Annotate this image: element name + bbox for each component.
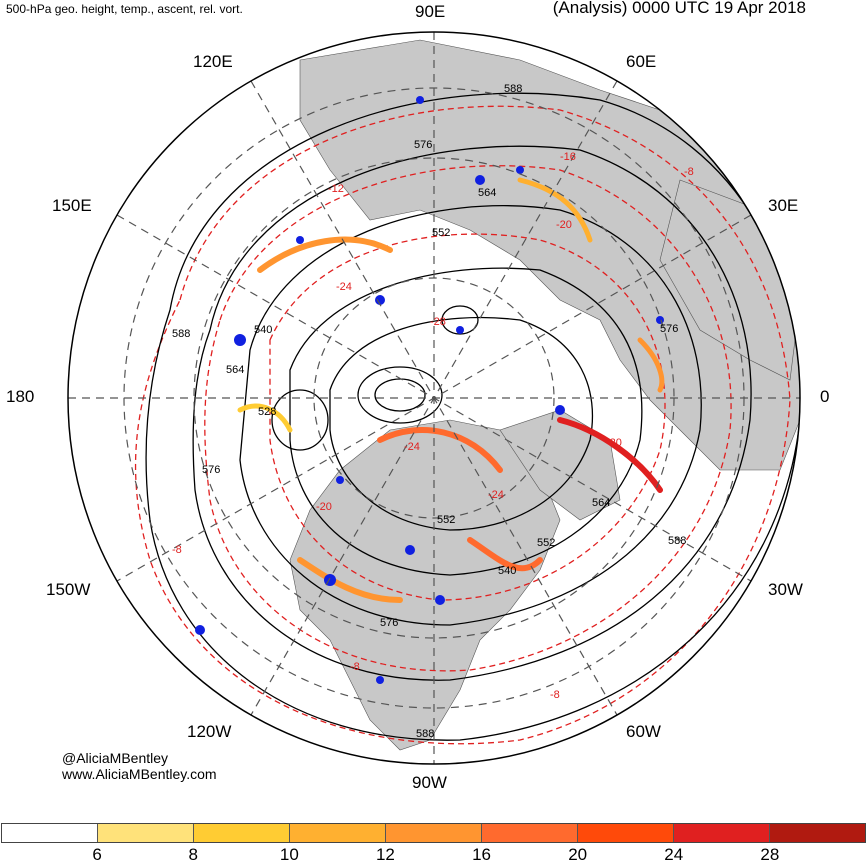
height-label: 564	[592, 497, 610, 509]
height-label: 588	[504, 83, 522, 95]
height-label: 576	[380, 617, 398, 629]
credit-handle: @AliciaMBentley	[62, 750, 169, 766]
credit-website: www.AliciaMBentley.com	[62, 766, 217, 782]
colorbar-swatch	[98, 824, 194, 842]
colorbar-swatch	[386, 824, 482, 842]
height-label: 552	[432, 227, 450, 239]
lon-label-60w: 60W	[626, 722, 661, 741]
map-boundary	[67, 31, 801, 765]
lon-label-120w: 120W	[187, 722, 232, 741]
height-label: 588	[416, 728, 434, 740]
temperature-label: -8	[684, 166, 694, 178]
temperature-label: -24	[488, 489, 504, 501]
lon-label-120e: 120E	[193, 52, 233, 71]
temperature-label: -28	[430, 316, 446, 328]
height-label: 588	[172, 328, 190, 340]
height-label: 552	[537, 537, 555, 549]
temperature-label: -8	[350, 661, 360, 673]
product-title: 500-hPa geo. height, temp., ascent, rel.…	[6, 2, 243, 16]
height-label: 552	[437, 514, 455, 526]
lon-label-180: 180	[6, 387, 35, 406]
lon-label-60e: 60E	[626, 52, 657, 71]
temperature-label: -24	[336, 281, 352, 293]
lon-label-150w: 150W	[46, 580, 91, 599]
colorbar-tick-label: 10	[279, 845, 299, 864]
colorbar-tick-label: 12	[375, 845, 395, 864]
temperature-label: -12	[328, 183, 344, 195]
height-label: 540	[498, 565, 516, 577]
polar-map: 588 576 564 552 540 528 576 564 552 540 …	[67, 31, 801, 765]
colorbar-tick-label: 28	[760, 845, 780, 864]
credit-block: @AliciaMBentley www.AliciaMBentley.com	[62, 750, 217, 782]
graticule	[68, 32, 800, 764]
height-label: 528	[258, 406, 276, 418]
colorbar-swatch	[482, 824, 578, 842]
lon-label-90w: 90W	[412, 773, 447, 792]
colorbar-swatch	[2, 824, 98, 842]
lon-label-30w: 30W	[768, 580, 803, 599]
temperature-label: -8	[550, 689, 560, 701]
vorticity-shading	[237, 177, 665, 603]
colorbar-swatch	[674, 824, 770, 842]
height-label: 576	[660, 323, 678, 335]
colorbar-swatch	[770, 824, 865, 842]
valid-time-title: (Analysis) 0000 UTC 19 Apr 2018	[552, 0, 806, 17]
lon-label-90e: 90E	[415, 2, 446, 21]
colorbar-swatch	[194, 824, 290, 842]
height-label: 564	[478, 187, 496, 199]
height-label: 588	[668, 535, 686, 547]
temperature-label: -24	[404, 441, 420, 453]
temperature-label: -16	[560, 151, 576, 163]
height-label: 540	[254, 324, 272, 336]
colorbar-swatch	[578, 824, 674, 842]
lon-label-150e: 150E	[52, 196, 92, 215]
temperature-label: -20	[316, 501, 332, 513]
temperature-label: -8	[172, 544, 182, 556]
colorbar-tick-label: 20	[568, 845, 588, 864]
lon-label-0: 0	[820, 387, 830, 406]
height-contours	[145, 92, 800, 741]
colorbar-tick-label: 8	[188, 845, 198, 864]
colorbar-tick-label: 16	[472, 845, 492, 864]
colorbar-tick-label: 24	[664, 845, 684, 864]
height-label: 576	[414, 139, 432, 151]
ascent-contours	[195, 96, 664, 684]
colorbar-tick-label: 6	[92, 845, 102, 864]
lon-label-30e: 30E	[768, 196, 799, 215]
height-label: 564	[226, 364, 244, 376]
colorbar	[1, 823, 866, 843]
temperature-label: -20	[606, 437, 622, 449]
height-label: 576	[202, 464, 220, 476]
colorbar-swatch	[290, 824, 386, 842]
temperature-label: -20	[556, 219, 572, 231]
